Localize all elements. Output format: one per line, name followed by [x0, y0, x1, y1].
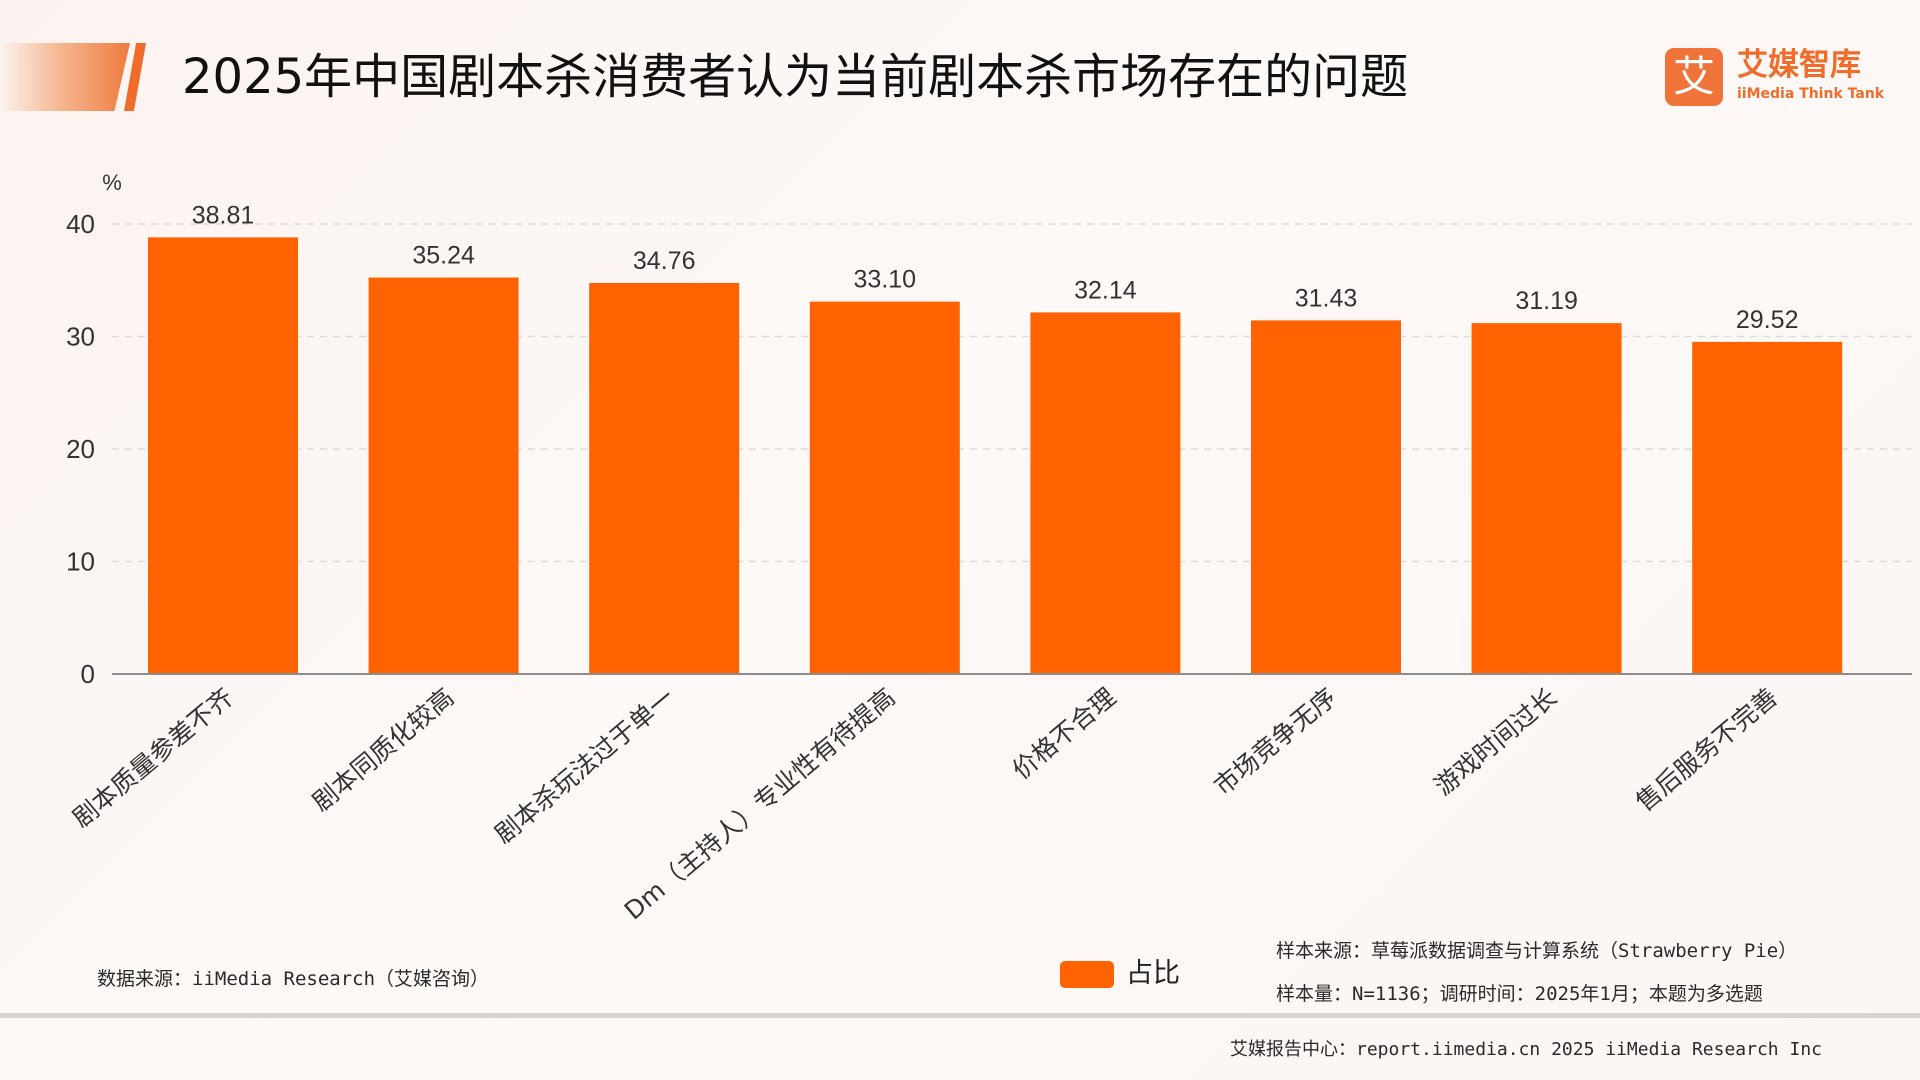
footer-text: 艾媒报告中心：report.iimedia.cn 2025 iiMedia Re…	[1230, 1039, 1822, 1060]
y-tick-label: 10	[66, 547, 95, 577]
title-accent-bar	[0, 43, 130, 111]
bars	[148, 237, 1843, 674]
bar-value-label: 34.76	[633, 247, 696, 275]
legend-label: 占比	[1126, 958, 1180, 989]
y-axis-ticks: 0 10 20 30 40	[66, 209, 95, 689]
x-category-label: 剧本质量参差不齐	[67, 682, 239, 833]
bar-value-label: 31.43	[1295, 284, 1358, 312]
legend-swatch	[1060, 961, 1114, 988]
y-tick-label: 20	[66, 434, 95, 464]
y-axis-unit-label: %	[102, 170, 122, 195]
y-tick-label: 40	[66, 209, 95, 239]
x-category-label: 游戏时间过长	[1429, 682, 1563, 801]
bar	[1030, 312, 1181, 674]
bar	[1471, 323, 1622, 674]
y-tick-label: 30	[66, 322, 95, 352]
logo-mark: 艾	[1665, 48, 1723, 106]
bar	[1251, 320, 1401, 674]
iimedia-logo: 艾 艾媒智库 iiMedia Think Tank	[1665, 46, 1884, 108]
page-title: 2025年中国剧本杀消费者认为当前剧本杀市场存在的问题	[182, 49, 1409, 105]
bar	[589, 282, 740, 674]
x-category-label: 市场竞争无序	[1208, 682, 1342, 801]
sample-source-note: 样本来源：草莓派数据调查与计算系统（Strawberry Pie）	[1276, 940, 1798, 962]
logo-english-name: iiMedia Think Tank	[1737, 86, 1885, 102]
footer-divider	[0, 1013, 1920, 1018]
bar-value-label: 32.14	[1074, 276, 1137, 304]
value-labels: 38.81 35.24 34.76 33.10 32.14 31.43 31.19 29.52	[192, 201, 1799, 334]
bar	[148, 237, 298, 674]
sample-size-note: 样本量：N=1136；调研时间：2025年1月；本题为多选题	[1276, 983, 1763, 1005]
data-source-note: 数据来源：iiMedia Research（艾媒咨询）	[97, 968, 490, 990]
bar-value-label: 31.19	[1515, 287, 1578, 315]
logo-chinese-name: 艾媒智库	[1737, 47, 1861, 83]
y-tick-label: 0	[81, 659, 95, 689]
x-category-label: 剧本同质化较高	[307, 682, 460, 817]
x-category-label: 剧本杀玩法过于单一	[489, 682, 680, 849]
bar-value-label: 33.10	[854, 266, 917, 294]
bar	[1692, 341, 1843, 674]
bar-value-label: 38.81	[192, 201, 255, 229]
bar	[809, 301, 960, 674]
bar-value-label: 35.24	[412, 242, 475, 270]
x-category-label: 售后服务不完善	[1630, 682, 1783, 817]
bar-value-label: 29.52	[1736, 306, 1799, 334]
bar	[368, 277, 519, 674]
x-category-label: 价格不合理	[1007, 682, 1121, 785]
